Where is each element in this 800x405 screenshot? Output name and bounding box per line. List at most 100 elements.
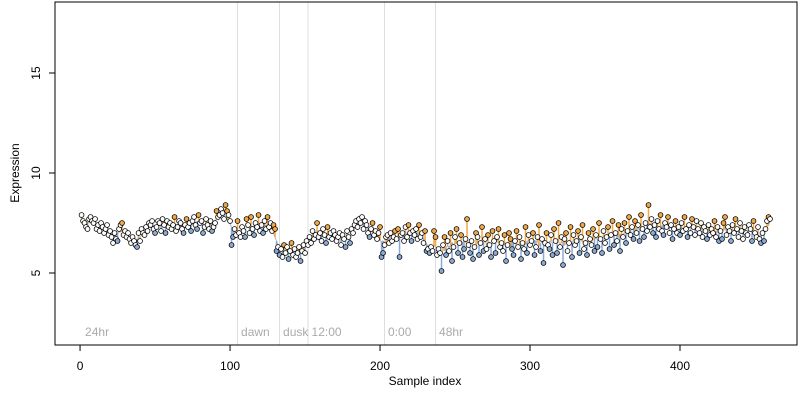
data-point [174, 224, 181, 230]
data-point [482, 236, 488, 242]
data-point [443, 252, 449, 258]
data-point [750, 218, 757, 224]
data-point [578, 234, 584, 240]
data-point [629, 224, 635, 230]
data-point [644, 228, 650, 234]
data-point [560, 262, 566, 268]
data-point [543, 230, 550, 236]
data-point [744, 232, 751, 238]
data-point [552, 238, 559, 244]
data-point [222, 202, 229, 208]
data-point [521, 246, 527, 252]
data-point [534, 234, 541, 240]
data-point [500, 248, 506, 254]
data-point [288, 240, 295, 246]
data-point [729, 222, 736, 228]
data-point [374, 236, 380, 242]
data-point [657, 212, 664, 218]
data-point [302, 250, 308, 256]
data-point [597, 236, 604, 242]
data-point [395, 226, 401, 232]
data-point [228, 242, 235, 248]
data-point [630, 236, 637, 242]
data-point [125, 230, 131, 236]
data-point [528, 238, 535, 244]
annotation: 12:00 [312, 325, 342, 339]
data-point [441, 234, 448, 240]
data-point [584, 252, 590, 258]
data-point [587, 236, 593, 242]
data-point [342, 244, 349, 250]
data-point [291, 246, 298, 252]
data-point [590, 226, 596, 232]
data-point [483, 246, 490, 252]
data-point [606, 246, 613, 252]
data-point [96, 228, 103, 234]
data-point [242, 234, 248, 240]
data-point [245, 222, 251, 228]
data-point [711, 218, 718, 224]
data-point [693, 218, 700, 224]
data-point [431, 228, 437, 234]
data-point [537, 248, 544, 254]
data-point [219, 210, 226, 216]
data-point [713, 234, 719, 240]
data-point [594, 244, 601, 250]
data-point [254, 224, 260, 230]
data-point [731, 230, 737, 236]
data-point [633, 230, 640, 236]
data-point [111, 230, 118, 236]
data-point [491, 238, 497, 244]
data-point [416, 222, 422, 228]
data-point [576, 250, 583, 256]
data-point [78, 212, 85, 218]
data-point [735, 234, 742, 240]
x-tick-label: 300 [520, 359, 540, 373]
y-tick-label: 5 [29, 269, 43, 276]
data-point [458, 232, 464, 238]
data-point [522, 224, 529, 230]
data-point [171, 214, 178, 220]
data-point [411, 232, 418, 238]
data-point [618, 226, 625, 232]
data-point [153, 224, 160, 230]
data-point [452, 234, 458, 240]
y-axis-label: Expression [8, 143, 22, 202]
data-point [717, 228, 724, 234]
data-point [422, 228, 428, 234]
data-point [429, 248, 436, 254]
data-point [278, 246, 284, 252]
data-point [314, 220, 320, 226]
data-point [555, 220, 562, 226]
data-point [476, 252, 482, 258]
data-point [518, 256, 524, 262]
data-point [728, 238, 734, 244]
data-point [357, 220, 364, 226]
data-point [381, 242, 388, 248]
data-point [251, 232, 257, 238]
data-point [683, 226, 689, 232]
data-point [524, 250, 530, 256]
data-point [699, 234, 706, 240]
data-point [681, 214, 688, 220]
data-point [234, 218, 241, 224]
data-point [264, 214, 271, 220]
data-point [591, 248, 598, 254]
data-point [104, 222, 110, 228]
data-point [363, 222, 370, 228]
data-point [705, 222, 712, 228]
data-point [723, 232, 730, 238]
data-point [582, 240, 589, 246]
data-point [626, 214, 632, 220]
data-point [347, 240, 353, 246]
data-point [287, 248, 293, 254]
data-point [546, 246, 553, 252]
data-point [492, 250, 499, 256]
y-tick-label: 15 [29, 66, 43, 80]
data-point [237, 234, 244, 240]
data-point [636, 238, 643, 244]
data-point [761, 238, 767, 244]
annotation: dusk [283, 325, 309, 339]
data-point [366, 234, 373, 240]
data-point [612, 230, 619, 236]
